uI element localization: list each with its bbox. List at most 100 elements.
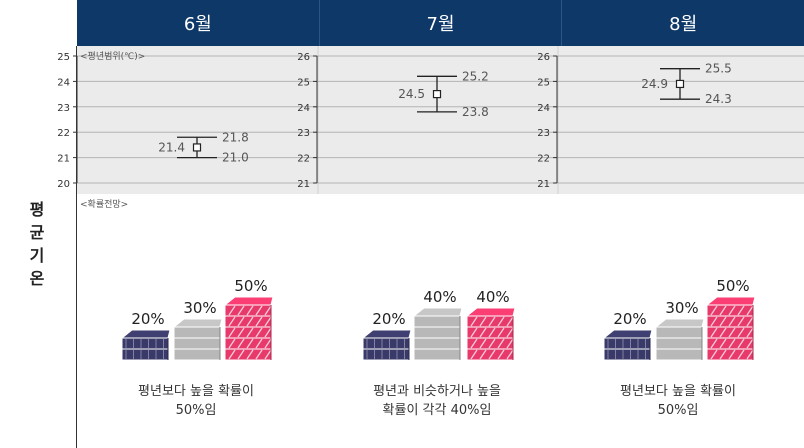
caption-line: 평년보다 높을 확률이: [138, 384, 254, 399]
probability-block: [121, 337, 169, 350]
block-stripe: [228, 338, 236, 349]
block-stripe: [255, 316, 263, 327]
probability-block: [362, 337, 410, 350]
block-stripe: [497, 316, 505, 327]
block-stripe: [264, 338, 272, 349]
y-tick-label: 20: [57, 179, 70, 190]
probability-block: [173, 326, 221, 339]
block-stripe: [710, 327, 718, 338]
block-stripe: [246, 327, 254, 338]
probability-block: [603, 348, 651, 361]
y-tick-label: 24: [57, 77, 70, 88]
block-stripe: [719, 327, 727, 338]
y-tick-label: 22: [537, 154, 550, 165]
left-divider: [76, 46, 77, 448]
probability-label: 40%: [476, 288, 509, 306]
probability-block: [655, 326, 703, 339]
caption-line: 50%임: [175, 403, 217, 418]
probability-label: 50%: [716, 277, 749, 295]
y-tick-label: 22: [297, 154, 310, 165]
upper-value-label: 21.8: [222, 130, 249, 144]
probability-block-top: [412, 307, 463, 317]
probability-block-top: [654, 318, 705, 328]
y-tick-label: 23: [57, 103, 70, 114]
caption-line: 평년과 비슷하거나 높을: [373, 384, 501, 399]
probability-block-top: [705, 296, 756, 306]
block-stripe: [264, 349, 272, 360]
y-tick-label: 24: [537, 103, 550, 114]
block-stripe: [479, 327, 487, 338]
error-bar-center-marker: [432, 89, 442, 99]
plot-background: [77, 46, 804, 194]
y-tick-label: 21: [297, 179, 310, 190]
block-stripe: [255, 327, 263, 338]
error-bar-center-marker: [192, 143, 202, 152]
row-label-average-temperature: 평 균 기 온: [26, 198, 48, 290]
lower-value-label: 21.0: [222, 151, 249, 165]
block-stripe: [710, 349, 718, 360]
block-stripe: [255, 338, 263, 349]
block-stripe: [246, 338, 254, 349]
lower-value-label: 23.8: [462, 105, 489, 119]
probability-block-top: [172, 318, 223, 328]
block-stripe: [710, 338, 718, 349]
block-stripe: [479, 316, 487, 327]
probability-label: 30%: [665, 299, 698, 317]
probability-block: [173, 337, 221, 350]
block-stripe: [719, 349, 727, 360]
month-header-june: 6월: [77, 0, 320, 46]
block-stripe: [728, 316, 736, 327]
center-value-label: 21.4: [158, 140, 185, 154]
y-tick-label: 26: [537, 52, 550, 63]
caption-line: 평년보다 높을 확률이: [620, 384, 736, 399]
probability-block-top: [361, 329, 412, 339]
probability-block: [173, 348, 221, 361]
probability-label: 20%: [131, 310, 164, 328]
block-stripe: [728, 338, 736, 349]
block-stripe: [255, 349, 263, 360]
block-stripe: [479, 349, 487, 360]
block-stripe: [746, 349, 754, 360]
block-stripe: [737, 349, 745, 360]
block-stripe: [719, 316, 727, 327]
error-bar-center-marker: [675, 79, 685, 89]
probability-block-top: [602, 329, 653, 339]
probability-block: [413, 315, 461, 328]
y-tick-label: 25: [537, 77, 550, 88]
block-stripe: [470, 327, 478, 338]
block-stripe: [506, 338, 514, 349]
block-stripe: [237, 338, 245, 349]
block-stripe: [237, 316, 245, 327]
block-stripe: [737, 316, 745, 327]
block-stripe: [237, 327, 245, 338]
block-stripe: [710, 305, 718, 316]
block-stripe: [470, 338, 478, 349]
probability-block-top: [223, 296, 274, 306]
block-stripe: [719, 338, 727, 349]
block-stripe: [719, 305, 727, 316]
y-tick-label: 24: [297, 103, 310, 114]
block-stripe: [264, 316, 272, 327]
block-stripe: [228, 305, 236, 316]
block-stripe: [506, 327, 514, 338]
row-label-char: 균: [29, 223, 45, 242]
block-stripe: [506, 316, 514, 327]
range-note: <평년범위(℃)>: [80, 52, 146, 62]
block-stripe: [237, 305, 245, 316]
probability-block-top: [120, 329, 171, 339]
block-stripe: [246, 316, 254, 327]
block-stripe: [488, 316, 496, 327]
y-tick-label: 26: [297, 52, 310, 63]
block-stripe: [506, 349, 514, 360]
probability-block-top: [465, 307, 516, 317]
probability-block: [655, 337, 703, 350]
block-stripe: [746, 316, 754, 327]
forecast-note: <확률전망>: [80, 200, 129, 210]
probability-block: [362, 348, 410, 361]
block-stripe: [237, 349, 245, 360]
row-label-char: 평: [29, 200, 45, 219]
block-stripe: [746, 327, 754, 338]
probability-block: [121, 348, 169, 361]
y-tick-label: 25: [297, 77, 310, 88]
